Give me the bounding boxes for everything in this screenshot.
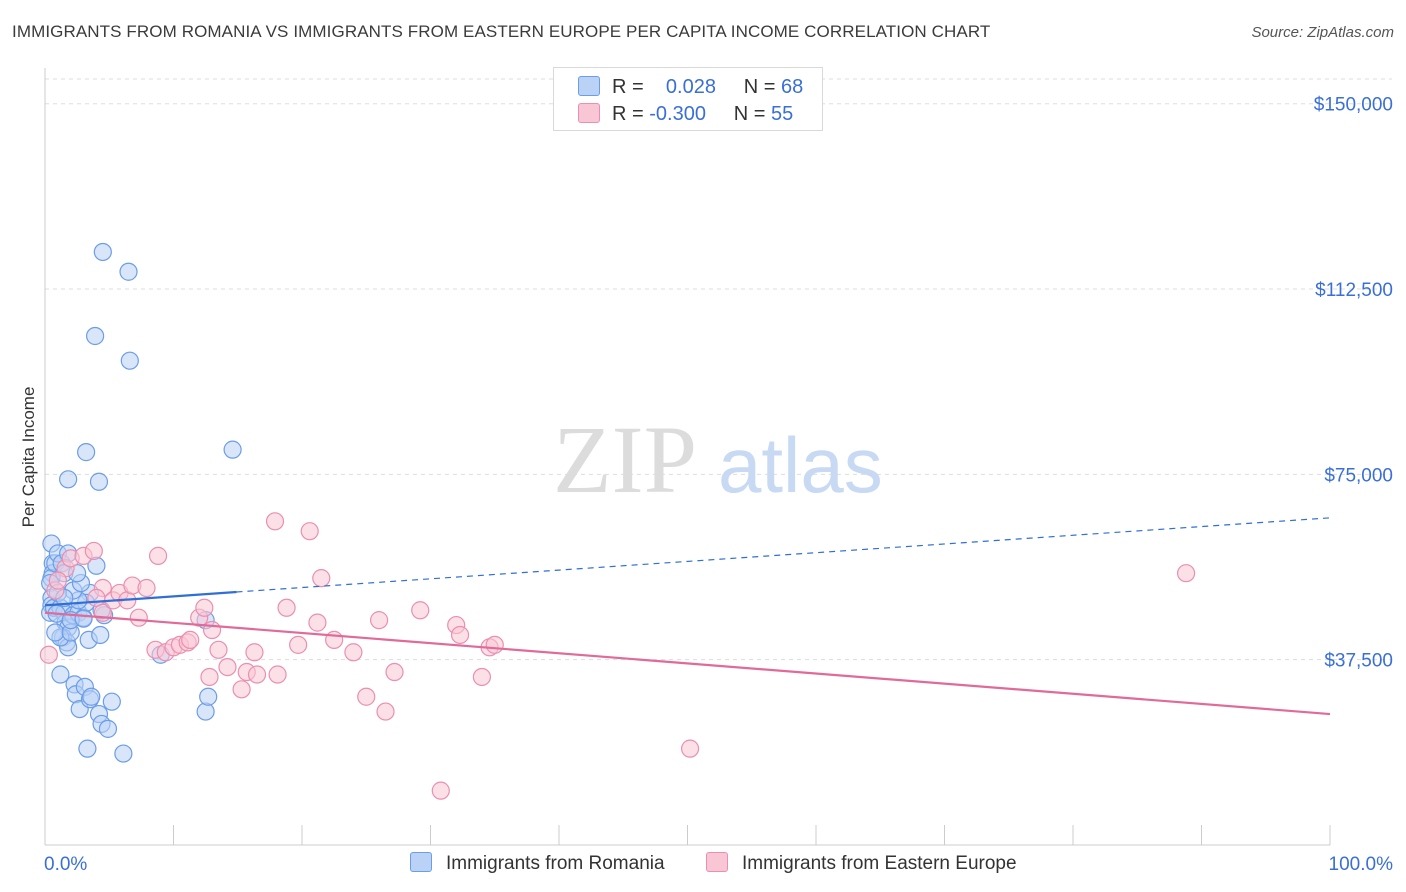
point-eastern-europe [181,630,200,650]
point-romania [89,472,109,491]
point-eastern-europe [245,643,264,662]
point-romania [119,262,138,281]
trend-line-eastern-europe [44,611,1331,716]
trend-line-romania-extended [236,517,1331,593]
bottom-legend-swatch-pink [706,852,728,872]
point-eastern-europe [39,645,58,664]
point-romania [102,692,121,711]
correlation-legend: R = 0.028 N = 68 R = -0.300 N = 55 [553,67,823,131]
point-romania [114,744,133,763]
points [39,242,1196,800]
bottom-legend-blue-label: Immigrants from Romania [446,853,665,874]
legend-blue-n-label: N = [743,76,776,98]
point-eastern-europe [411,601,430,620]
trend-lines [44,517,1331,716]
point-eastern-europe [370,611,389,630]
point-eastern-europe [247,665,267,684]
point-eastern-europe [148,546,168,565]
point-eastern-europe [300,522,319,541]
x-tick-label-max: 100.0% [1329,854,1394,875]
legend-row-pink: R = -0.300 N = 55 [578,103,793,125]
legend-pink-n-label: N = [733,103,766,125]
bottom-legend-blue: Immigrants from Romania [410,852,665,875]
legend-pink-r-label: R = [612,103,644,125]
point-romania [46,623,65,642]
point-romania [86,326,105,346]
point-eastern-europe [376,702,395,721]
y-tick-label: $150,000 [1314,95,1393,116]
point-eastern-europe [218,657,237,677]
legend-blue-r-label: R = [612,76,644,98]
point-eastern-europe [1176,564,1196,583]
bottom-legend-pink-label: Immigrants from Eastern Europe [742,853,1017,874]
point-eastern-europe [385,662,404,682]
bottom-legend-pink: Immigrants from Eastern Europe [706,852,1017,875]
legend-pink-n-value: 55 [771,103,794,125]
y-tick-label: $112,500 [1315,280,1393,301]
point-eastern-europe [312,569,331,588]
point-eastern-europe [472,667,491,687]
legend-row-blue: R = 0.028 N = 68 [578,76,803,98]
point-eastern-europe [485,635,504,654]
bottom-legend-swatch-blue [410,852,432,872]
point-romania [98,719,118,738]
source-label: Source: ZipAtlas.com [1251,24,1394,41]
point-romania [51,665,70,684]
point-eastern-europe [200,667,219,687]
point-eastern-europe [48,571,67,590]
y-tick-label: $75,000 [1324,465,1393,486]
point-romania [91,625,110,645]
point-eastern-europe [680,739,700,758]
legend-swatch-blue [578,76,600,96]
point-eastern-europe [84,541,103,561]
point-eastern-europe [265,512,285,531]
point-eastern-europe [450,625,470,645]
point-eastern-europe [344,643,363,662]
point-eastern-europe [232,680,251,699]
point-eastern-europe [137,578,156,598]
chart-title: IMMIGRANTS FROM ROMANIA VS IMMIGRANTS FR… [12,22,991,41]
point-eastern-europe [129,608,148,627]
point-eastern-europe [289,635,308,654]
point-eastern-europe [277,598,296,617]
point-romania [78,739,97,758]
trend-line-romania [44,590,237,607]
point-eastern-europe [195,598,214,617]
point-romania [199,687,218,706]
watermark-zip: ZIP [553,406,697,513]
point-romania [82,687,101,706]
point-romania [196,702,215,721]
point-romania [74,609,93,628]
point-eastern-europe [308,613,327,632]
point-romania [93,242,112,262]
point-romania [223,440,242,459]
axes [44,68,1331,846]
y-tick-label: $37,500 [1324,651,1393,672]
y-axis-label: Per Capita Income [19,387,38,528]
legend-pink-r-value: -0.300 [649,103,706,125]
point-romania [77,443,96,462]
point-eastern-europe [431,781,450,800]
axis-labels: $37,500 $75,000 $112,500 $150,000 0.0% 100.0%… [19,95,1393,875]
legend-blue-r-value: 0.028 [665,76,716,98]
legend-swatch-pink [578,103,600,123]
watermark-atlas: atlas [718,421,883,509]
point-eastern-europe [268,665,287,684]
legend-blue-n-value: 68 [781,76,804,98]
point-eastern-europe [202,620,222,640]
point-eastern-europe [209,640,228,659]
point-romania [120,351,139,370]
x-tick-label-min: 0.0% [44,854,87,875]
point-eastern-europe [357,687,376,706]
point-romania [59,470,78,489]
